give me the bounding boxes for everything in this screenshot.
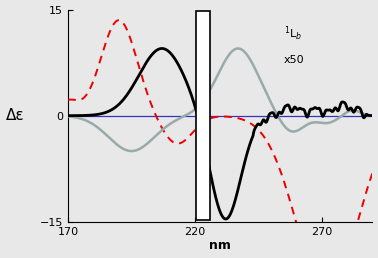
Y-axis label: Δε: Δε xyxy=(6,108,24,123)
Bar xyxy=(196,11,210,220)
X-axis label: nm: nm xyxy=(209,239,231,252)
Text: $^1$L$_b$: $^1$L$_b$ xyxy=(284,25,302,43)
Text: x50: x50 xyxy=(284,55,304,64)
